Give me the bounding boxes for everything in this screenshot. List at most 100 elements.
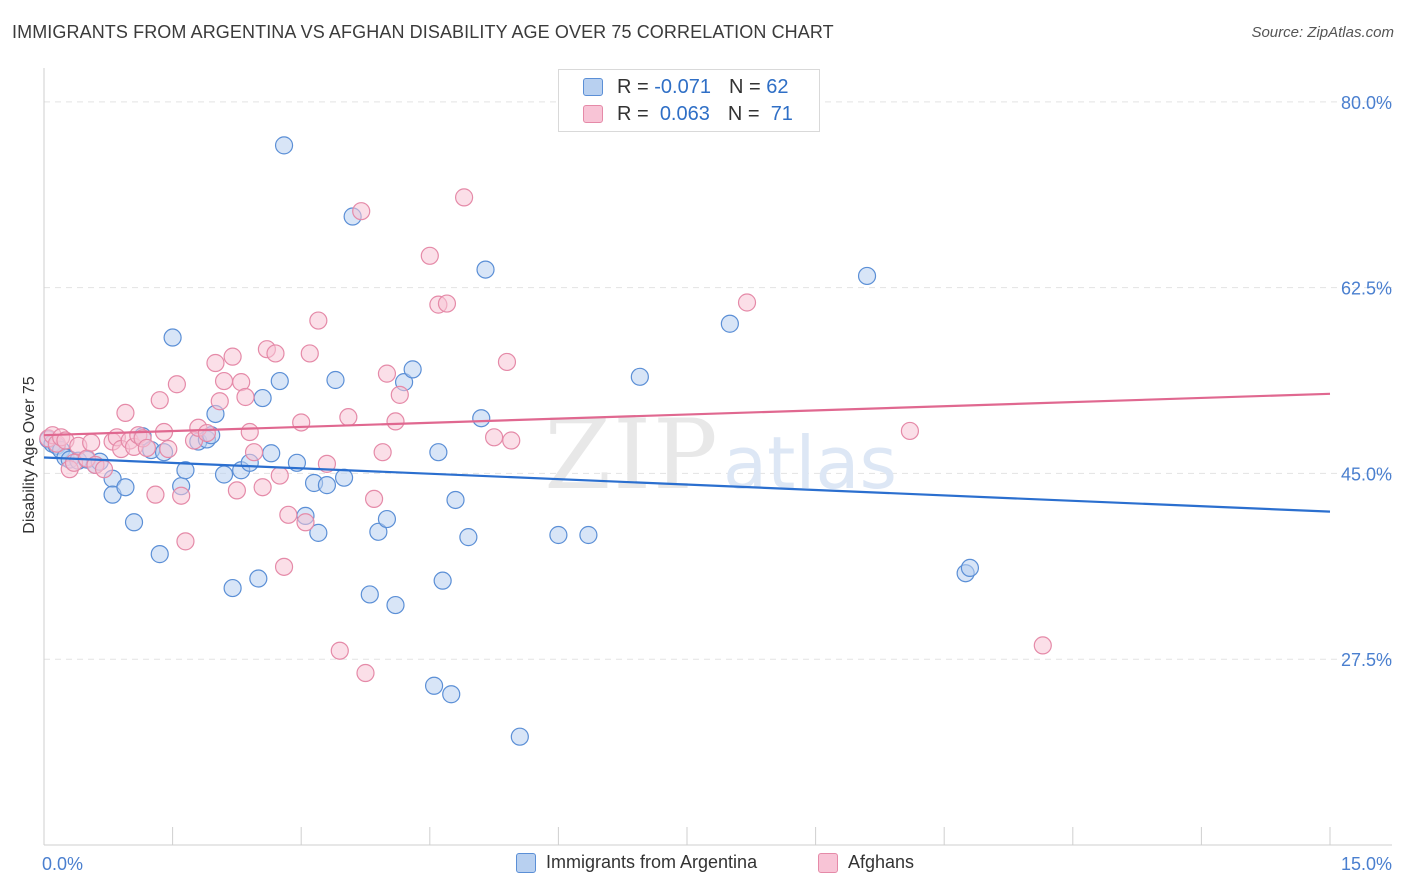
data-point-argentina [386, 595, 405, 615]
data-point-afghans [150, 391, 169, 410]
y-tick-label: 80.0% [1341, 93, 1392, 113]
trend-line-afghans [43, 392, 1331, 437]
data-point-afghans [172, 486, 191, 505]
data-point-argentina [377, 509, 397, 529]
legend-swatch-pink [818, 852, 838, 873]
data-point-argentina [262, 444, 281, 463]
data-point-afghans [253, 478, 272, 497]
data-point-afghans [176, 532, 195, 551]
data-point-afghans [356, 663, 375, 683]
n-label: N = [727, 102, 760, 125]
data-point-afghans [227, 481, 246, 500]
data-point-afghans [497, 352, 517, 372]
data-point-argentina [150, 545, 169, 564]
legend-swatch-blue [583, 78, 603, 96]
n-value: 71 [770, 102, 793, 125]
y-tick-label: 62.5% [1341, 279, 1392, 299]
data-point-afghans [309, 311, 328, 330]
watermark: ZIP atlas [544, 399, 897, 511]
data-point-argentina [369, 522, 388, 541]
data-point-afghans [274, 557, 294, 576]
stats-legend: R = -0.071 N = 62 R = 0.063 N = 71 [558, 69, 820, 132]
data-point-argentina [253, 388, 272, 408]
data-point-argentina [176, 461, 195, 480]
data-point-afghans [352, 202, 371, 221]
y-tick-label: 45.0% [1341, 464, 1392, 484]
data-point-argentina [334, 468, 354, 487]
data-point-argentina [163, 328, 182, 347]
r-label: R = [617, 75, 649, 98]
legend-label: Immigrants from Argentina [546, 852, 758, 872]
data-point-argentina [223, 578, 242, 598]
data-point-afghans [300, 344, 319, 363]
data-point-afghans [137, 438, 156, 458]
data-point-afghans [1033, 636, 1052, 655]
data-point-argentina [270, 371, 289, 391]
trend-line-argentina [43, 456, 1331, 513]
data-point-afghans [236, 387, 255, 407]
data-point-afghans [420, 246, 439, 265]
data-point-afghans [386, 412, 405, 431]
axes [43, 68, 1392, 846]
source-label: Source: ZipAtlas.com [1251, 24, 1394, 41]
data-point-argentina [360, 585, 379, 604]
data-point-afghans [296, 513, 315, 532]
data-point-afghans [279, 505, 298, 524]
data-point-afghans [502, 431, 521, 450]
data-point-afghans [737, 293, 757, 312]
data-point-afghans [330, 641, 349, 660]
legend-swatch-blue [516, 852, 536, 873]
r-value: -0.071 [654, 75, 711, 98]
data-point-afghans [485, 428, 504, 447]
data-point-afghans [82, 433, 101, 452]
data-point-argentina [317, 476, 337, 495]
x-tick-label: 0.0% [42, 854, 83, 874]
legend-item-afghans: Afghans [818, 852, 914, 873]
data-point-argentina [630, 367, 649, 386]
data-point-afghans [223, 347, 242, 366]
data-point-argentina [720, 314, 739, 333]
n-label: N = [728, 75, 761, 98]
data-point-afghans [373, 443, 392, 462]
data-point-afghans [206, 353, 225, 373]
data-point-afghans [266, 344, 285, 363]
data-point-argentina [309, 523, 328, 542]
data-point-afghans [159, 439, 178, 459]
data-point-afghans [454, 188, 474, 207]
data-point-afghans [390, 385, 409, 404]
trend-lines [43, 392, 1331, 513]
legend-item-argentina: Immigrants from Argentina [516, 852, 757, 873]
data-point-afghans [270, 466, 289, 485]
data-point-afghans [377, 364, 397, 383]
data-point-argentina [116, 478, 135, 497]
data-point-argentina [326, 370, 345, 390]
legend-swatch-pink [583, 105, 603, 123]
data-point-afghans [244, 443, 264, 462]
data-point-afghans [240, 422, 259, 442]
data-point-argentina [249, 569, 268, 588]
data-point-afghans [317, 454, 337, 473]
y-axis-label: Disability Age Over 75 [21, 376, 38, 534]
data-point-afghans [339, 408, 358, 427]
data-point-afghans [94, 460, 114, 479]
data-point-afghans [900, 421, 920, 441]
data-point-argentina [433, 571, 452, 590]
data-point-afghans [146, 485, 165, 504]
data-point-argentina [960, 558, 980, 578]
data-point-argentina [510, 727, 529, 746]
data-point-argentina [403, 360, 422, 379]
data-point-argentina [424, 676, 444, 695]
data-point-afghans [292, 413, 311, 432]
data-point-argentina [459, 528, 478, 547]
data-point-afghans [214, 371, 234, 391]
data-point-argentina [429, 443, 448, 462]
stats-row-afghans: R = 0.063 N = 71 [583, 101, 793, 127]
n-value: 62 [766, 75, 789, 98]
legend-label: Afghans [848, 852, 915, 872]
data-point-argentina [446, 490, 465, 510]
data-point-afghans [197, 423, 216, 443]
series-legend: Immigrants from Argentina Afghans [0, 852, 1406, 878]
x-tick-label: 15.0% [1341, 854, 1392, 874]
r-label: R = [617, 102, 649, 125]
